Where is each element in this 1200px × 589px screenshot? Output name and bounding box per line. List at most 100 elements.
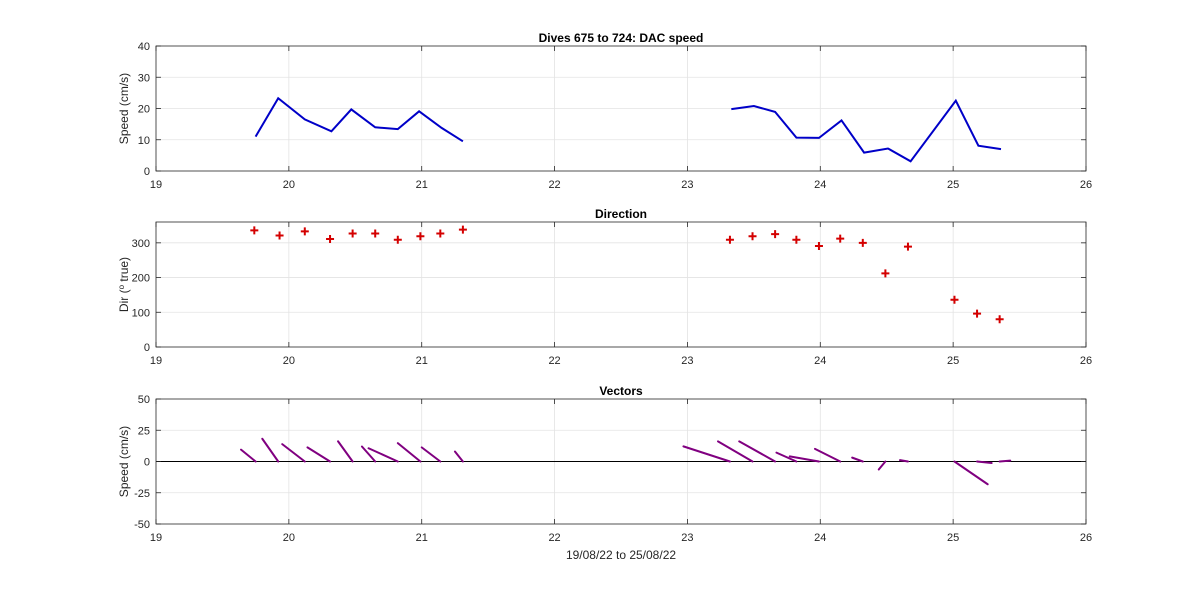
vectors-x-axis-label: 19/08/22 to 25/08/22 (566, 548, 676, 562)
vector-stick (976, 460, 993, 464)
direction-point (275, 231, 284, 240)
speed-y-tick-label: 40 (138, 41, 150, 53)
direction-y-tick-label: 300 (132, 238, 150, 250)
speed-y-tick-label: 30 (138, 72, 150, 84)
direction-y-axis-label: Dir (o true) (117, 257, 131, 312)
direction-marks (250, 225, 1004, 324)
vector-stick (240, 448, 257, 463)
vectors-y-ticks: -50 -25 0 25 50 (134, 394, 1086, 531)
direction-point (903, 242, 912, 251)
vectors-y-tick-label: 25 (138, 425, 150, 437)
direction-x-tick-label: 22 (548, 355, 560, 367)
direction-y-label-suffix: true) (117, 257, 131, 285)
speed-series-line (254, 96, 464, 143)
vectors-y-tick-label: -50 (134, 519, 150, 531)
vector-stick (682, 445, 731, 463)
direction-x-tick-label: 26 (1080, 355, 1092, 367)
speed-y-tick-label: 20 (138, 104, 150, 116)
vector-stick (899, 459, 909, 463)
direction-plot-area (156, 222, 1086, 347)
vector-stick (775, 451, 798, 463)
speed-y-ticks: 0 10 20 30 40 (138, 41, 1086, 178)
direction-point (881, 269, 890, 278)
vectors-x-tick-label: 20 (283, 532, 295, 544)
direction-x-tick-label: 20 (283, 355, 295, 367)
direction-point (995, 315, 1004, 324)
vector-stick (261, 437, 280, 463)
direction-axes-box (155, 221, 1087, 348)
vector-stick (716, 440, 754, 463)
speed-y-tick-label: 10 (138, 135, 150, 147)
vectors-x-tick-label: 19 (150, 532, 162, 544)
vectors-x-ticks: 19 20 21 22 23 24 25 26 (150, 399, 1092, 544)
direction-point (393, 235, 402, 244)
direction-y-ticks: 0 100 200 300 (132, 238, 1086, 354)
vector-stick (738, 440, 777, 463)
vectors-y-axis-label: Speed (cm/s) (117, 426, 131, 497)
vector-stick (360, 445, 377, 463)
vector-stick (281, 443, 306, 463)
vector-stick (306, 446, 332, 463)
direction-point (326, 235, 335, 244)
vector-stick (453, 450, 464, 463)
vectors-x-tick-label: 24 (814, 532, 826, 544)
direction-point (814, 241, 823, 250)
direction-panel: 19 20 21 22 23 24 25 26 0 100 200 300 Direction Di… (117, 207, 1092, 367)
direction-y-label-prefix: Dir ( (117, 289, 131, 312)
direction-title: Direction (595, 207, 647, 221)
direction-point (836, 234, 845, 243)
vector-stick (337, 440, 354, 463)
direction-x-tick-label: 19 (150, 355, 162, 367)
speed-x-tick-label: 20 (283, 179, 295, 191)
speed-x-tick-label: 25 (947, 179, 959, 191)
direction-point (250, 226, 259, 235)
speed-x-tick-label: 22 (548, 179, 560, 191)
vectors-x-tick-label: 26 (1080, 532, 1092, 544)
vector-stick (420, 446, 442, 463)
direction-x-tick-label: 23 (681, 355, 693, 367)
vector-stick (851, 456, 864, 463)
direction-point (725, 235, 734, 244)
speed-x-ticks: 19 20 21 22 23 24 25 26 (150, 46, 1092, 191)
vectors-y-tick-label: 0 (144, 457, 150, 469)
direction-grid (156, 222, 1086, 347)
direction-point (416, 232, 425, 241)
speed-x-tick-label: 26 (1080, 179, 1092, 191)
direction-point (950, 295, 959, 304)
vectors-title: Vectors (599, 384, 643, 398)
speed-title: Dives 675 to 724: DAC speed (539, 31, 704, 45)
direction-x-ticks: 19 20 21 22 23 24 25 26 (150, 222, 1092, 367)
vectors-panel: 19 20 21 22 23 24 25 26 -50 -25 0 25 50 Vectors Spe… (117, 384, 1092, 562)
direction-point (348, 229, 357, 238)
direction-point (458, 225, 467, 234)
direction-point (300, 227, 309, 236)
vectors-y-tick-label: -25 (134, 488, 150, 500)
speed-y-axis-label: Speed (cm/s) (117, 73, 131, 144)
vector-stick (877, 460, 887, 471)
direction-point (771, 230, 780, 239)
vectors-x-tick-label: 23 (681, 532, 693, 544)
speed-grid (156, 46, 1086, 171)
speed-panel: 19 20 21 22 23 24 25 26 0 10 20 30 40 Dives 675 to … (117, 31, 1092, 191)
vector-stick (953, 460, 989, 486)
direction-y-tick-label: 200 (132, 273, 150, 285)
direction-point (792, 235, 801, 244)
direction-y-tick-label: 0 (144, 342, 150, 354)
speed-series-line (731, 98, 1002, 163)
speed-x-tick-label: 23 (681, 179, 693, 191)
direction-point (436, 229, 445, 238)
speed-x-tick-label: 21 (416, 179, 428, 191)
direction-point (858, 238, 867, 247)
speed-y-tick-label: 0 (144, 166, 150, 178)
direction-y-label-degree: o (117, 284, 126, 289)
vector-stick (813, 447, 842, 463)
direction-y-tick-label: 100 (132, 307, 150, 319)
vector-stick (367, 447, 399, 463)
direction-point (371, 229, 380, 238)
vector-stick (998, 459, 1012, 463)
speed-x-tick-label: 19 (150, 179, 162, 191)
vectors-marks (156, 437, 1086, 486)
speed-x-tick-label: 24 (814, 179, 826, 191)
vector-stick (788, 455, 820, 463)
